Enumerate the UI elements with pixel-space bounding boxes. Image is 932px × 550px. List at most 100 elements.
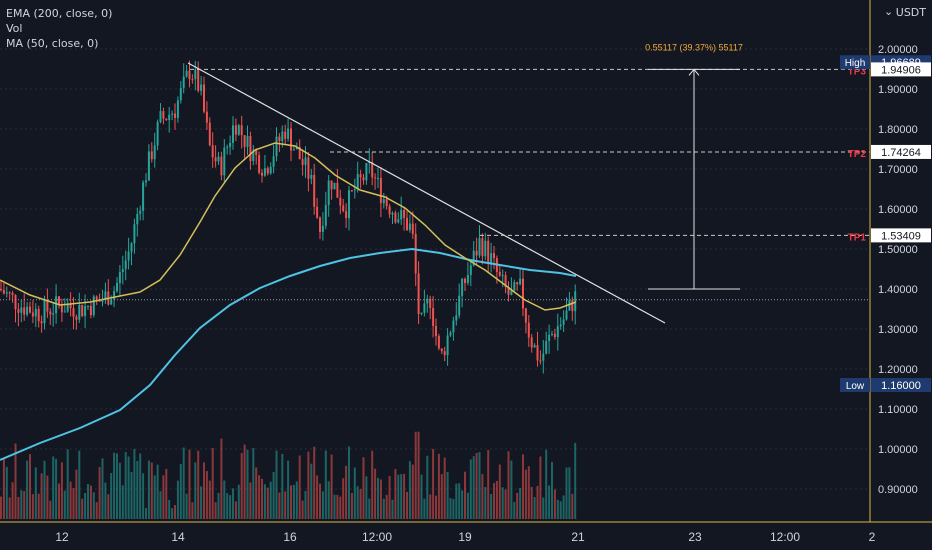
volume-bar [281,453,284,519]
volume-bar [116,453,118,519]
ema-200-line [0,247,577,461]
candle-body [66,304,69,312]
volume-bar [249,482,252,519]
candle-body [87,305,89,307]
candle-body [481,238,484,257]
candle-body [298,146,301,160]
volume-bar [385,494,388,519]
candle-body [243,135,246,147]
legend-ma[interactable]: MA (50, close, 0) [6,37,99,50]
candle-body [142,182,145,211]
candle-body [527,322,530,338]
volume-bar [548,485,551,519]
candle-body [226,146,229,148]
volume-bar [8,497,11,519]
tp-tag: TP3 [848,66,867,77]
price-label-bg [871,62,931,77]
candle-body [472,250,475,266]
price-axis[interactable]: 0.90000 1.00000 1.10000 1.20000 1.30000 1.400… [840,0,932,550]
price-label-prefix: Low [846,381,865,392]
candle-body [130,243,133,252]
time-tick-label: 12:00 [770,530,800,544]
volume-bar [232,488,234,519]
ma-50-line [0,142,577,311]
candle-body [203,84,205,112]
volume-bar [298,455,301,519]
volume-bar [237,484,240,519]
price-tick-label: 1.00000 [878,444,918,456]
candle-body [385,199,388,207]
candle-body [275,136,278,157]
candle-body [153,145,156,160]
candle-body [255,150,258,155]
volume-bar [272,471,275,519]
candle-body [197,69,200,91]
volume-bar [562,495,565,519]
volume-bar [278,492,281,519]
currency-chevron-icon[interactable]: ⌄ [884,5,894,18]
currency-label[interactable]: USDT [893,5,928,20]
volume-bar [324,450,327,519]
volume-bar [316,475,319,519]
volume-bar [368,498,371,519]
volume-bar [191,502,194,519]
candle-body [269,166,272,174]
volume-bar [136,460,139,519]
price-tick-label: 1.10000 [878,404,918,416]
candle-body [72,308,75,317]
candle-body [377,178,379,180]
candle-body [443,351,446,356]
time-tick-label: 12 [55,530,69,544]
volume-bar [63,490,66,519]
volume-bar [313,446,316,519]
volume-bar [574,442,577,519]
volume-bar [333,494,336,519]
candle-body [461,278,464,296]
volume-bar [545,449,548,519]
candle-body [168,114,171,121]
volume-bar [551,461,553,519]
candle-body [559,324,562,327]
volume-bar [452,499,455,519]
volume-bar [43,460,46,519]
candle-body [417,273,420,314]
volume-bar [26,460,29,519]
candle-body [205,111,208,123]
candle-body [5,292,8,294]
candle-body [519,278,522,285]
price-label-value: 1.74264 [881,147,921,159]
volume-bar [490,494,493,519]
volume-bar [371,450,374,519]
volume-bar [466,492,469,519]
volume-bar [217,492,220,519]
volume-bar [472,456,475,519]
volume-bar [156,464,159,519]
trend-drawings[interactable]: TP3 TP2 TP1 0.55117 (39.37%) 55117 [0,42,870,324]
volume-bar [113,452,116,519]
volume-bar [365,476,368,519]
candle-body [69,304,72,309]
candle-body [310,174,313,179]
volume-bar [229,495,232,519]
volume-bar [118,462,121,519]
candle-body [420,312,423,314]
volume-bar [246,449,249,519]
candle-body [165,118,168,121]
volume-bar [234,501,237,519]
candle-body [124,260,127,270]
volume-bar [484,486,487,519]
candle-body [232,125,234,143]
legend-vol[interactable]: Vol [6,22,23,35]
candle-body [388,206,391,215]
volume-bar [516,492,519,519]
price-tick-label: 2.00000 [878,44,918,56]
candle-body [348,190,350,219]
legend-ema[interactable]: EMA (200, close, 0) [6,7,113,20]
volume-bar [327,481,330,519]
price-axis-bg [870,0,932,550]
time-axis[interactable]: 12 14 16 12:00 19 21 23 12:00 2 [0,521,932,544]
price-label-value: 1.94906 [881,64,921,76]
candle-body [292,149,295,151]
candle-body [487,240,490,263]
